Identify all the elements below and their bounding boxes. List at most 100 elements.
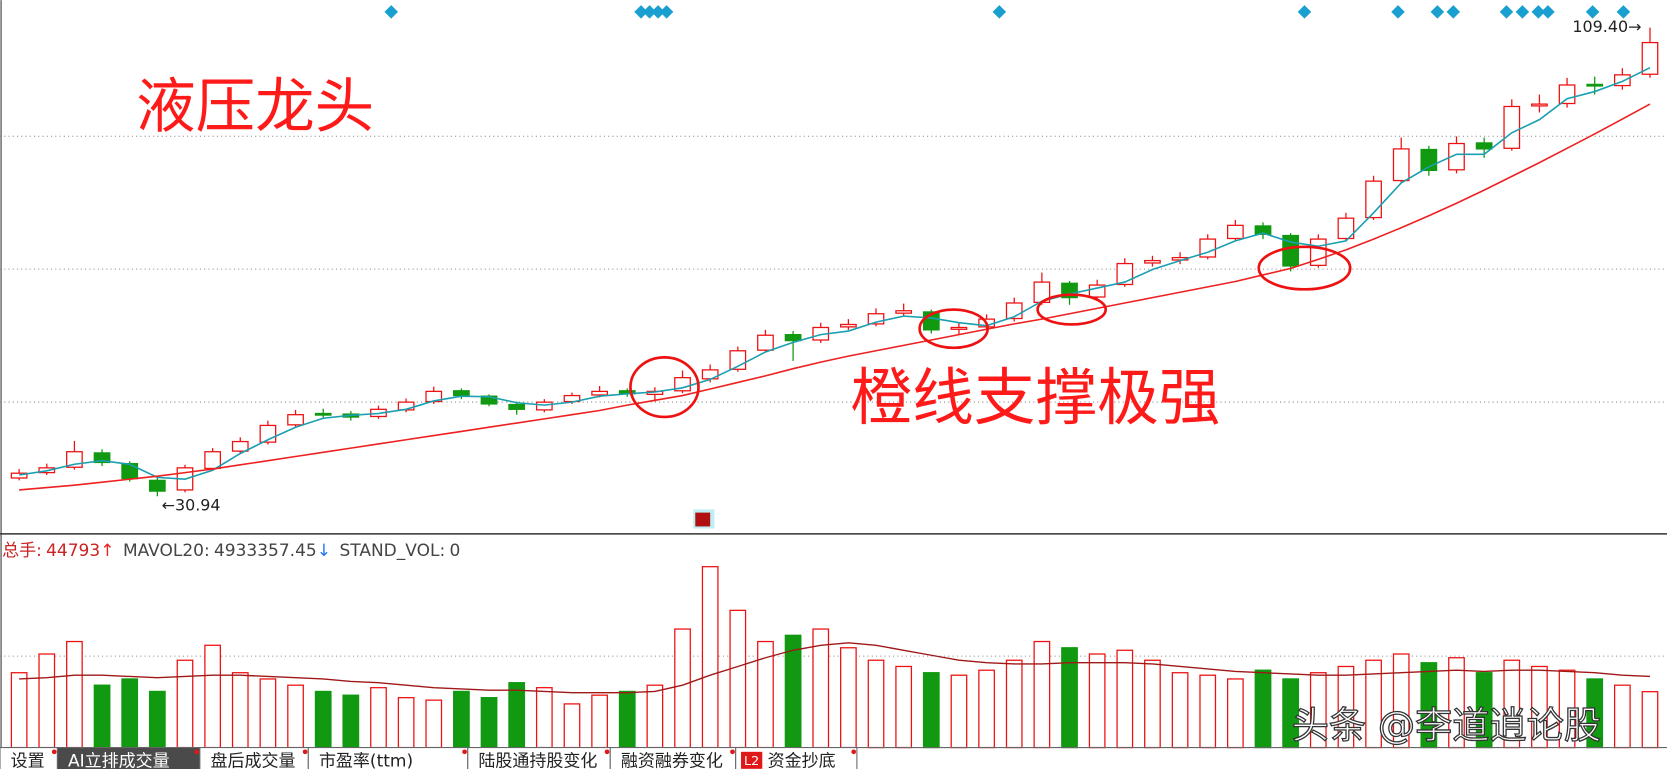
volume-bar xyxy=(93,684,111,749)
candle-body xyxy=(1641,41,1659,75)
tab-dot xyxy=(302,749,308,755)
candle-body xyxy=(1116,262,1134,286)
volume-bar xyxy=(1226,678,1244,749)
candle-body xyxy=(1448,142,1465,171)
tab[interactable] xyxy=(735,747,858,769)
candle-body xyxy=(453,390,470,397)
volume-bar xyxy=(121,678,139,749)
volume-bar xyxy=(342,694,360,749)
candle-body xyxy=(1199,238,1217,258)
hk-icon xyxy=(695,512,711,527)
highlight-circles xyxy=(629,245,1352,419)
badge-text: L2 xyxy=(744,754,759,769)
candle-body xyxy=(1392,148,1410,182)
volume-bar xyxy=(453,690,470,749)
candle-body xyxy=(1586,83,1604,87)
candle-body xyxy=(1226,224,1244,240)
volume-bar xyxy=(397,697,415,749)
high-label: 109.40→ xyxy=(1572,17,1641,36)
candle-body xyxy=(287,414,304,426)
candle-body xyxy=(1503,105,1521,149)
volume-bar xyxy=(480,697,498,749)
volume-bar xyxy=(1613,684,1631,749)
tab-bar: 设置 AI立排成交量 盘后成交量 市盈率(ttm) 陆股通持股变化 融资融券变化 L2 资金抄… xyxy=(0,747,1667,769)
candle-body xyxy=(231,440,249,452)
indicator-value: 0 xyxy=(449,541,460,561)
moving-average xyxy=(19,66,1651,480)
candle-body xyxy=(591,390,608,396)
volume-bar xyxy=(978,669,995,749)
candle-body xyxy=(1254,225,1272,235)
circle xyxy=(1257,245,1352,291)
circle xyxy=(918,308,989,350)
volume-bar xyxy=(231,672,249,749)
volume-bar xyxy=(370,687,387,749)
signal-diamond xyxy=(384,5,399,19)
candle-body xyxy=(1144,259,1161,264)
volume-bar xyxy=(1088,653,1106,749)
volume-bar xyxy=(674,628,691,749)
volume-bar xyxy=(701,566,719,749)
candle-body xyxy=(148,479,166,492)
candle-body xyxy=(93,452,111,464)
volume-bar xyxy=(1144,659,1161,749)
volume-bar xyxy=(1116,649,1134,749)
circle xyxy=(629,356,700,419)
volume-bar xyxy=(38,653,56,749)
volume-bar xyxy=(425,699,443,749)
annotation: 液压龙头 xyxy=(136,73,374,142)
volume-bar xyxy=(314,690,332,749)
volume-bar xyxy=(563,703,581,749)
tab-label[interactable]: 盘后成交量 xyxy=(211,751,296,769)
volume-bar xyxy=(508,682,526,749)
volume-bar xyxy=(66,640,83,749)
volume-bar xyxy=(922,672,940,749)
volume-bar xyxy=(867,659,885,749)
circle xyxy=(1036,293,1107,326)
candle-body xyxy=(535,401,553,411)
indicator-name: 总手: xyxy=(2,541,42,561)
volume-bar xyxy=(591,694,608,749)
tab-label[interactable]: AI立排成交量 xyxy=(68,751,170,769)
candle-body xyxy=(204,451,222,470)
tab-label[interactable]: 陆股通持股变化 xyxy=(478,751,597,769)
low-label: ←30.94 xyxy=(162,495,221,514)
volume-bar xyxy=(148,690,166,749)
indicator-value: 44793 xyxy=(46,541,100,561)
candle-body xyxy=(314,412,332,416)
volume-bar xyxy=(729,609,747,749)
signal-diamond xyxy=(651,5,665,19)
indicator-value: 4933357.45 xyxy=(214,541,317,561)
candle-body xyxy=(10,472,28,479)
tab-label[interactable]: 融资融券变化 xyxy=(621,751,723,769)
tab-dot xyxy=(462,749,467,755)
badge xyxy=(741,751,763,769)
volume-panel xyxy=(10,566,1659,749)
candle-body xyxy=(840,323,857,328)
candle-body xyxy=(1337,217,1355,240)
candle-body xyxy=(508,403,526,410)
tab-label[interactable]: 设置 xyxy=(11,751,45,769)
volume-bar xyxy=(259,678,277,749)
indicator-name: STAND_VOL: xyxy=(339,541,445,561)
indicator-name: MAVOL20: xyxy=(123,541,210,561)
volume-bar xyxy=(840,647,857,749)
annotation: 橙线支撑极强 xyxy=(851,362,1221,434)
tab-dot xyxy=(51,749,57,755)
candle-body xyxy=(1558,84,1576,105)
tab-label[interactable]: 资金抄底 xyxy=(768,751,836,769)
signal-diamond xyxy=(992,5,1007,19)
tab-dot xyxy=(730,749,735,755)
volume-bar xyxy=(618,690,636,749)
volume-ma xyxy=(19,642,1651,694)
tab-label[interactable]: 市盈率(ttm) xyxy=(319,751,413,769)
volume-bar xyxy=(1171,672,1189,749)
candle-body xyxy=(757,334,774,351)
volume-bar xyxy=(535,687,553,749)
volume-bar xyxy=(1641,691,1659,749)
volume-bar xyxy=(1199,674,1217,749)
candle-body xyxy=(950,326,968,330)
volume-bar xyxy=(1033,640,1051,749)
